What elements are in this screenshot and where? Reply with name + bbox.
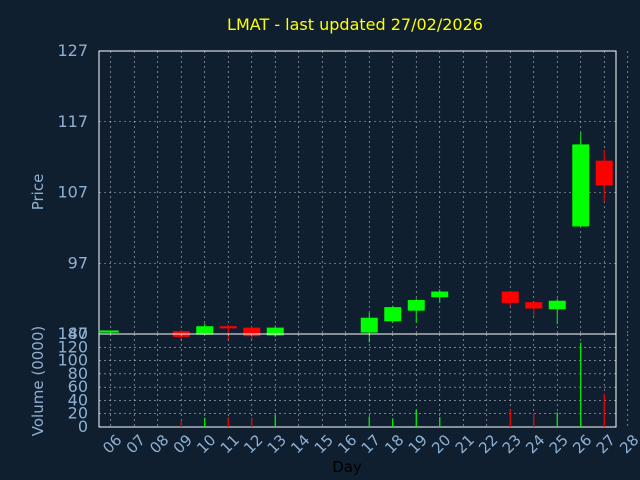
candle-body xyxy=(360,317,378,333)
price-tick-label: 107 xyxy=(57,183,88,202)
x-tick-label: 12 xyxy=(240,431,266,457)
x-axis-label: Day xyxy=(332,458,362,476)
volume-tick-label: 120 xyxy=(57,337,88,356)
volume-plot-frame xyxy=(98,333,617,428)
candle-body xyxy=(501,291,519,303)
candle-body xyxy=(407,300,425,311)
x-tick-label: 23 xyxy=(499,431,525,457)
volume-tick-label: 100 xyxy=(57,351,88,370)
x-tick-label: 10 xyxy=(193,431,219,457)
price-panel: 87 97 107 117 127 xyxy=(57,41,629,343)
price-tick-label: 127 xyxy=(57,41,88,60)
price-tick-label: 87 xyxy=(68,324,88,343)
price-tick-label: 117 xyxy=(57,112,88,131)
candle-body xyxy=(595,160,613,186)
volume-tick-label: 60 xyxy=(68,377,88,396)
x-tick-label: 15 xyxy=(311,431,337,457)
candle-body xyxy=(431,291,449,298)
x-tick-label: 06 xyxy=(99,431,125,457)
volume-tick-label: 20 xyxy=(68,404,88,423)
candle-body xyxy=(548,300,566,310)
x-tick-label: 19 xyxy=(405,431,431,457)
x-tick-label: 27 xyxy=(593,431,619,457)
candle-body xyxy=(384,307,402,322)
candle-body xyxy=(525,302,543,309)
volume-axis-label: Volume (0000) xyxy=(29,326,47,436)
x-tick-label: 20 xyxy=(428,431,454,457)
volume-tick-label: 80 xyxy=(68,364,88,383)
price-axis-label: Price xyxy=(29,174,47,211)
x-tick-label: 07 xyxy=(123,431,149,457)
x-tick-label: 28 xyxy=(616,431,640,457)
price-plot-frame xyxy=(98,50,617,335)
x-tick-label: 08 xyxy=(146,431,172,457)
candle-body xyxy=(98,330,119,333)
x-tick-label: 24 xyxy=(522,431,548,457)
x-tick-label: 18 xyxy=(381,431,407,457)
x-tick-label: 11 xyxy=(217,431,243,457)
candle-body xyxy=(266,327,284,336)
x-tick-label: 14 xyxy=(287,431,313,457)
candle-body xyxy=(219,326,237,329)
volume-tick-label: 40 xyxy=(68,390,88,409)
x-tick-label: 09 xyxy=(170,431,196,457)
price-tick-label: 97 xyxy=(68,253,88,272)
volume-tick-label: 140 xyxy=(57,324,88,343)
candle-body xyxy=(196,326,214,335)
x-tick-label: 13 xyxy=(264,431,290,457)
x-tick-label: 25 xyxy=(546,431,572,457)
chart-title: LMAT - last updated 27/02/2026 xyxy=(227,15,483,34)
candle-body xyxy=(243,327,261,337)
x-tick-label: 16 xyxy=(334,431,360,457)
x-tick-labels: 0607080910111213141516171819202122232425… xyxy=(99,431,640,457)
volume-tick-label: 0 xyxy=(78,417,88,436)
x-tick-label: 17 xyxy=(358,431,384,457)
x-tick-label: 26 xyxy=(569,431,595,457)
candle-body xyxy=(572,144,590,227)
x-tick-label: 21 xyxy=(452,431,478,457)
x-tick-label: 22 xyxy=(475,431,501,457)
